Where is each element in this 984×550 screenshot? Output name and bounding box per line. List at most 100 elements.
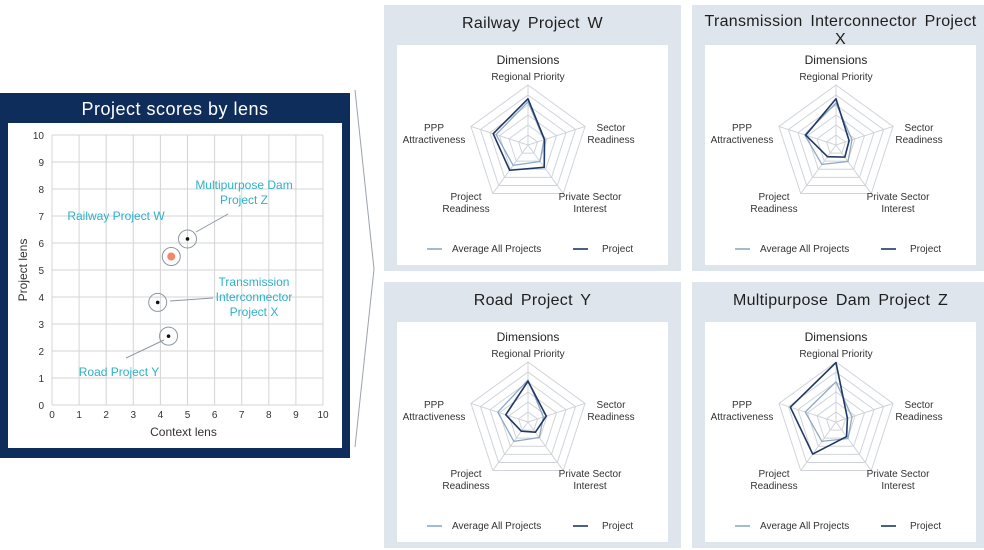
- y-tick-label: 3: [38, 320, 44, 331]
- radar-axis-label-line: Project: [450, 192, 481, 203]
- point-ring: [178, 229, 197, 249]
- radar-ring: [806, 391, 866, 447]
- y-tick-label: 9: [38, 158, 44, 169]
- x-axis-label: Context lens: [150, 425, 217, 439]
- radar-axis-label: Project Readiness: [750, 192, 797, 215]
- point-label-line: Interconnector: [216, 290, 293, 304]
- radar-title: Dimensions: [497, 53, 560, 67]
- x-tick-label: 5: [185, 410, 191, 421]
- radar-axis-label-line: Attractiveness: [403, 412, 466, 423]
- radar-series-project: [492, 97, 546, 172]
- radar-card-dam-z: Multipurpose Dam Project Z Dimensions Reg…: [692, 282, 984, 548]
- radar-axis-label: Sector Readiness: [895, 123, 942, 146]
- radar-spoke: [778, 402, 837, 423]
- radar-axis-label-line: Interest: [881, 204, 915, 215]
- radar-axis-label: PPP Attractiveness: [711, 123, 774, 146]
- x-tick-label: 0: [49, 410, 55, 421]
- point-marker: [155, 300, 160, 305]
- radar-axis-label-line: Readiness: [750, 204, 797, 215]
- radar-axis-label-line: Private Sector: [559, 469, 622, 480]
- legend-label: Average All Projects: [452, 521, 541, 532]
- point-label-line: Project X: [230, 305, 279, 319]
- legend-label: Project: [602, 244, 633, 255]
- radar-spoke: [492, 144, 529, 194]
- radar-ring: [470, 361, 586, 472]
- zoom-connector: [354, 89, 375, 448]
- radar-spoke: [835, 144, 872, 194]
- y-tick-label: 4: [38, 293, 44, 304]
- point-label-line: Multipurpose Dam: [195, 178, 292, 192]
- radar-ring: [778, 84, 894, 195]
- radar-axis-label-line: Sector: [597, 400, 627, 411]
- radar-card-transmission-x: Transmission Interconnector Project X Di…: [692, 5, 984, 271]
- point-label-line: Railway Project W: [67, 209, 165, 223]
- radar-axis-label: PPP Attractiveness: [711, 400, 774, 423]
- radar-axis-label: Project Readiness: [750, 469, 797, 492]
- y-tick-label: 5: [38, 266, 44, 277]
- leader-line: [169, 297, 214, 302]
- radar-axis-label-line: Attractiveness: [711, 135, 774, 146]
- radar-ring: [816, 124, 856, 162]
- legend-label: Average All Projects: [760, 521, 849, 532]
- radar-axis-label-line: Attractiveness: [711, 412, 774, 423]
- radar-spoke: [527, 144, 564, 194]
- radar-ring: [517, 411, 539, 431]
- radar-card-title: Multipurpose Dam Project Z: [732, 292, 949, 309]
- scatter-chart-area: 0 1 2 3 4 5 6 7 8 9 10 0 1 2 3 4 5 6 7 8 9 10 Context lens Proj…: [8, 123, 342, 448]
- radar-ring: [489, 104, 567, 178]
- radar-ring: [816, 401, 856, 439]
- radar-axis-label-line: PPP: [424, 400, 444, 411]
- point-marker: [167, 252, 176, 261]
- radar-axis-label-line: Readiness: [895, 412, 942, 423]
- radar-axis-label-line: Readiness: [587, 135, 634, 146]
- x-tick-label: 9: [293, 410, 299, 421]
- radar-axis-label-line: Regional Priority: [491, 72, 564, 83]
- data-point: [178, 229, 197, 249]
- radar-chart-area: Dimensions Regional Priority Sector Readine…: [397, 45, 668, 265]
- y-tick-label: 8: [38, 185, 44, 196]
- leader-line: [195, 213, 229, 233]
- radar-axis-label: Regional Priority: [799, 72, 872, 83]
- scatter-chart: 0 1 2 3 4 5 6 7 8 9 10 0 1 2 3 4 5 6 7 8 9 10 Context lens Proj…: [16, 131, 329, 439]
- radar-ring: [797, 381, 875, 455]
- leader-line: [125, 339, 165, 359]
- radar-spoke: [470, 125, 529, 146]
- point-label-line: Road Project Y: [79, 365, 160, 379]
- radar-axis-label-line: Sector: [905, 123, 935, 134]
- radar-axis-label: Private Sector Interest: [867, 192, 930, 215]
- radar-axis-label: Project Readiness: [442, 469, 489, 492]
- radar-axis-label-line: Readiness: [442, 204, 489, 215]
- point-ring: [161, 247, 181, 266]
- radar-ring: [479, 94, 577, 186]
- radar-ring: [489, 381, 567, 455]
- radar-card-railway-w: Railway Project W Dimensions Regional Pri…: [384, 5, 681, 271]
- radar-spoke: [470, 402, 529, 423]
- radar-ring: [806, 114, 866, 170]
- radar-axis-label: Private Sector Interest: [559, 469, 622, 492]
- point-label-line: Transmission: [219, 275, 290, 289]
- scores-panel-title: Project scores by lens: [81, 99, 269, 119]
- radar-card-title: Railway Project W: [462, 15, 603, 32]
- legend-label: Project: [602, 521, 633, 532]
- radar-axis-label-line: Project: [450, 469, 481, 480]
- radar-axis-label: PPP Attractiveness: [403, 123, 466, 146]
- x-tick-label: 8: [266, 410, 272, 421]
- radar-axis-label-line: Attractiveness: [403, 135, 466, 146]
- radar-series-project: [504, 380, 548, 433]
- radar-axis-label: Sector Readiness: [587, 123, 634, 146]
- radar-axis-label-line: Regional Priority: [799, 72, 872, 83]
- radar-axis-label-line: Project: [758, 469, 789, 480]
- y-tick-label: 10: [33, 131, 45, 142]
- radar-axis-label: Regional Priority: [491, 72, 564, 83]
- radar-series-project: [804, 97, 850, 158]
- radar-chart-area: Dimensions Regional Priority Sector Readine…: [705, 45, 976, 265]
- radar-spoke: [492, 421, 529, 471]
- radar-spoke: [778, 125, 837, 146]
- radar-axis-label: Regional Priority: [799, 349, 872, 360]
- point-label: Railway Project W: [67, 209, 165, 223]
- radar-title: Dimensions: [497, 330, 560, 344]
- radar-ring: [825, 411, 847, 431]
